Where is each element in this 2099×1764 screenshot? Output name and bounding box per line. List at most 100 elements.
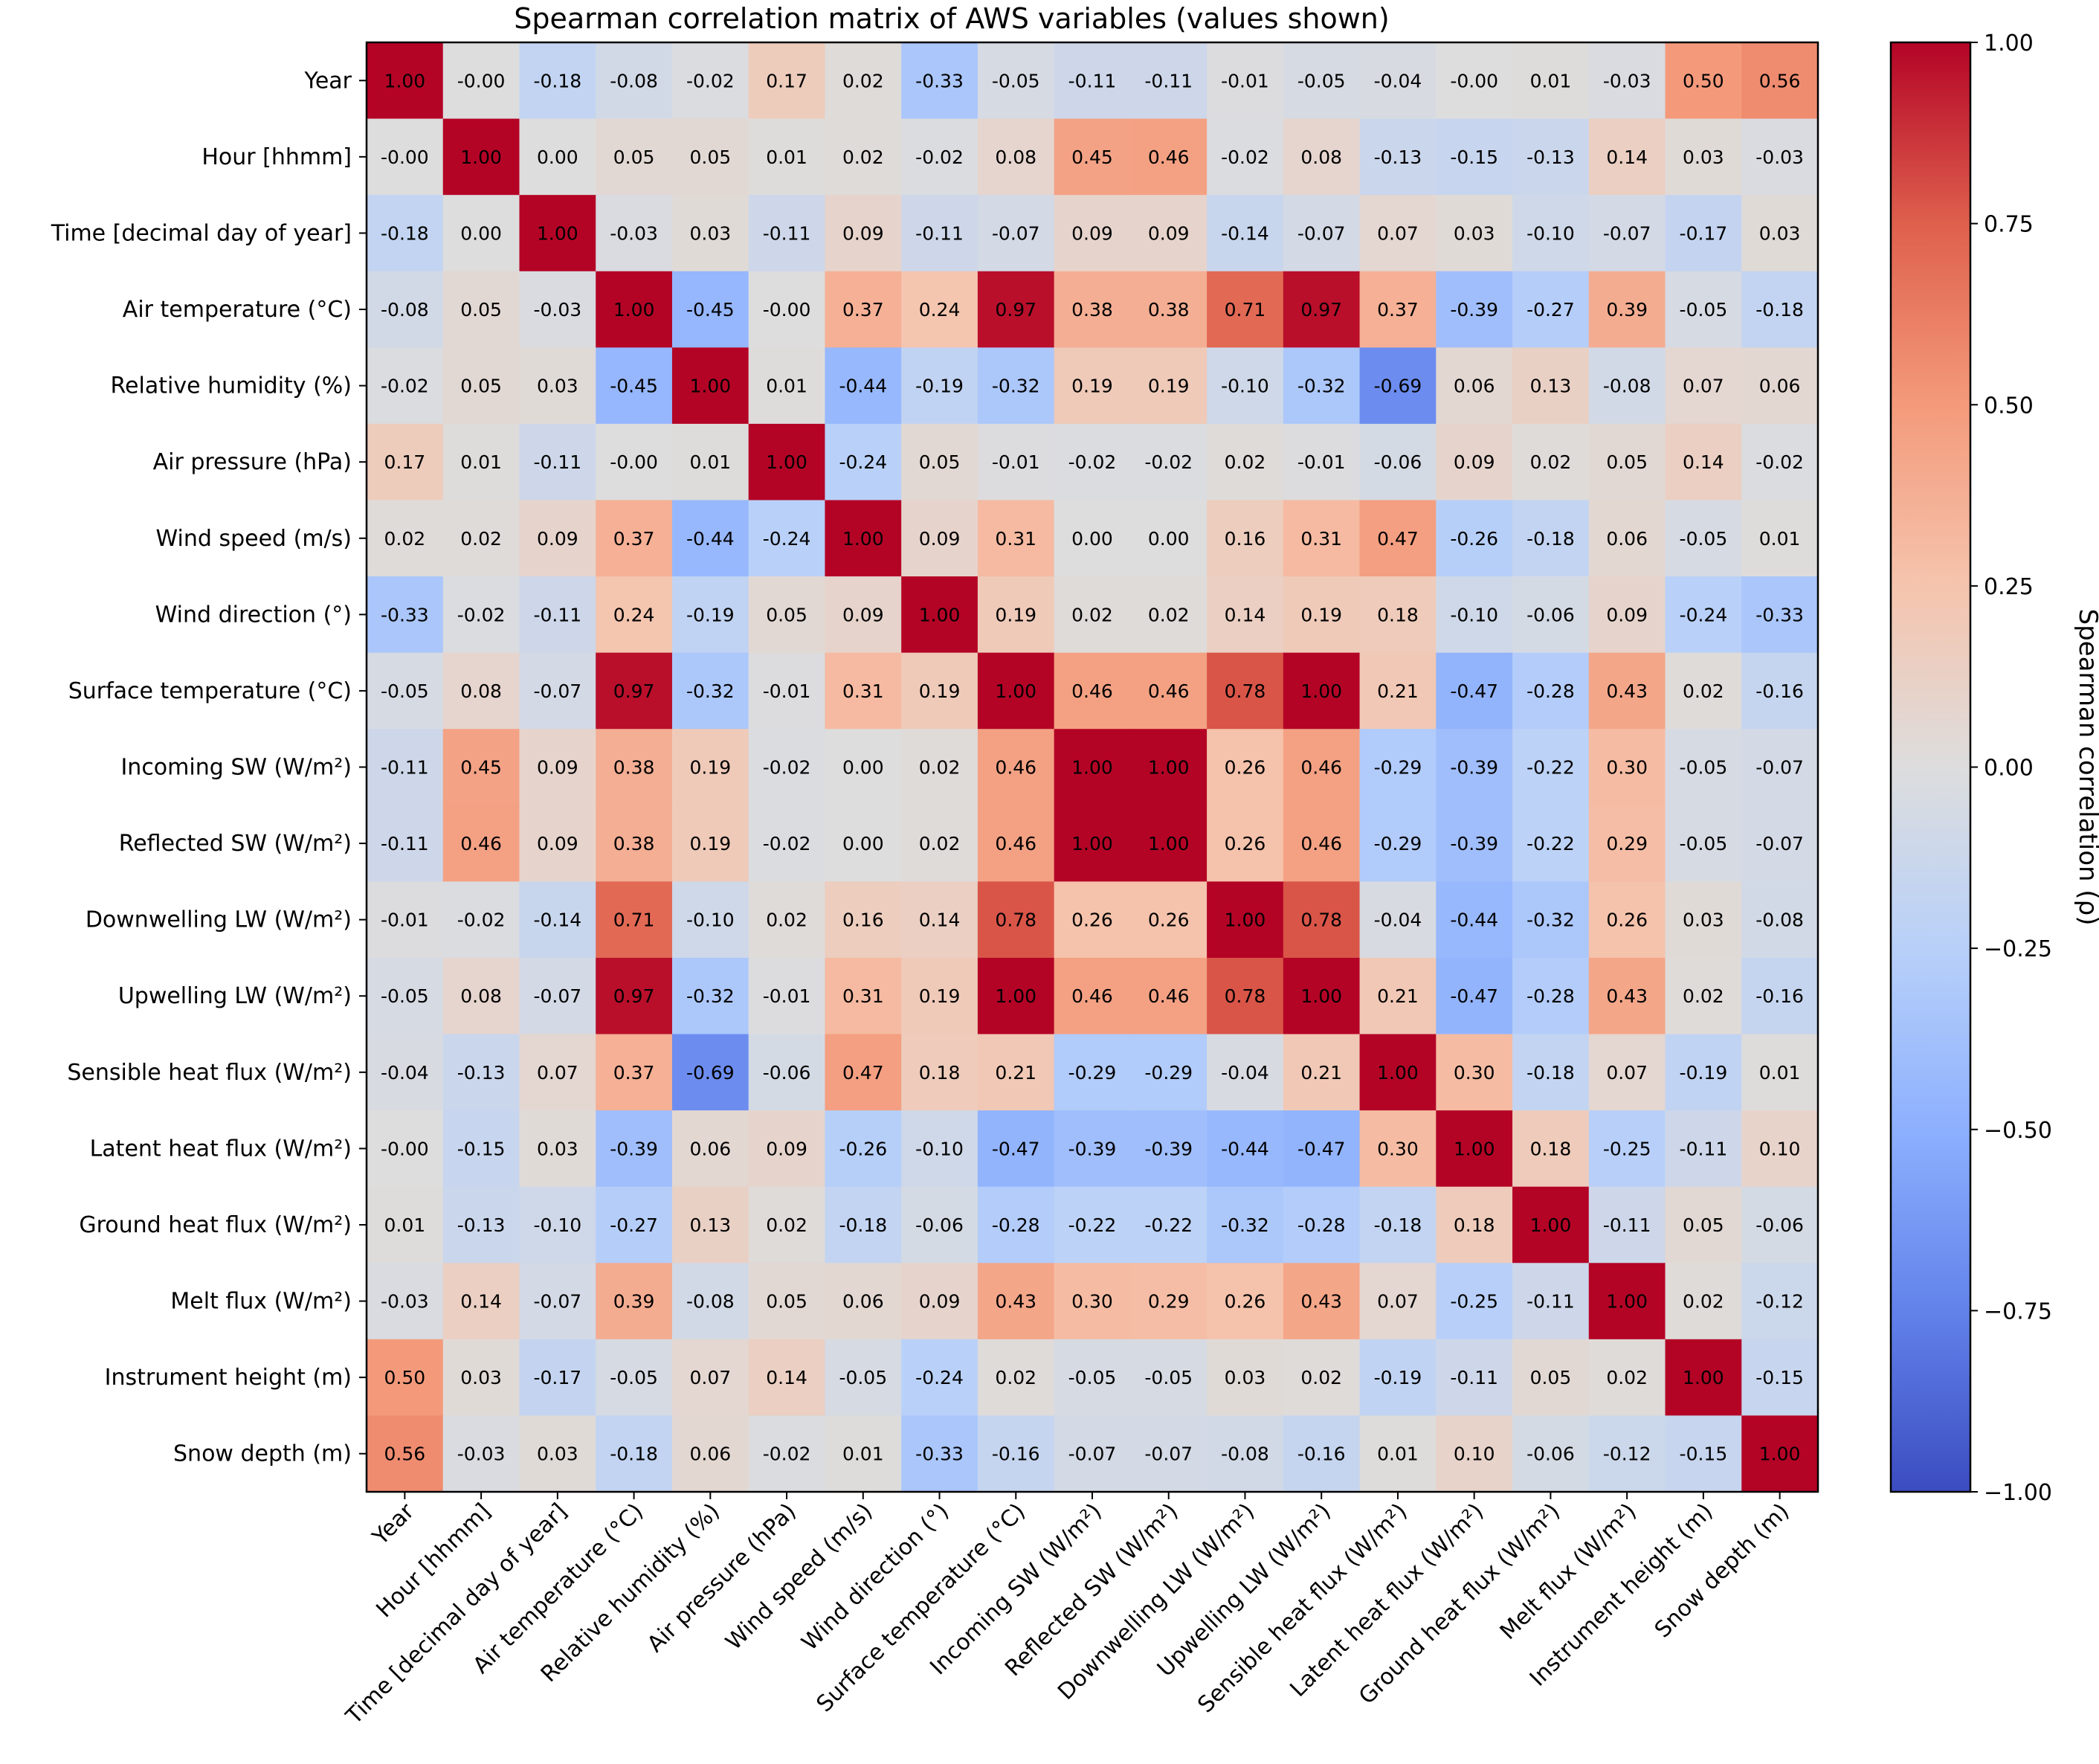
heatmap-cell <box>1741 195 1819 272</box>
cell-value-label: -0.08 <box>1603 376 1651 397</box>
cell-value-label: 0.14 <box>766 1367 807 1388</box>
heatmap-cell <box>1130 347 1208 425</box>
heatmap-cell <box>671 271 749 348</box>
heatmap-cell <box>1512 42 1590 120</box>
cell-value-label: 0.02 <box>384 528 426 550</box>
heatmap-cell <box>1665 1034 1742 1111</box>
heatmap-cell <box>1665 347 1742 425</box>
heatmap-cell <box>1359 1034 1437 1111</box>
cell-value-label: -0.24 <box>839 451 887 473</box>
cell-value-label: -0.02 <box>381 376 429 397</box>
colorbar-label: Spearman correlation (ρ) <box>2073 609 2099 926</box>
cell-value-label: 1.00 <box>1225 910 1266 931</box>
colorbar-tick-label: −0.75 <box>1984 1298 2052 1324</box>
heatmap-cell <box>367 118 444 196</box>
heatmap-cell <box>367 1186 444 1264</box>
heatmap-cell <box>1512 500 1590 577</box>
cell-value-label: 0.02 <box>1683 1291 1724 1313</box>
heatmap-cell <box>748 1186 826 1264</box>
heatmap-cell <box>1665 271 1742 348</box>
cell-value-label: 0.21 <box>1377 680 1419 702</box>
cell-value-label: 0.46 <box>1148 680 1190 702</box>
heatmap-cell <box>1512 881 1590 959</box>
cell-value-label: 0.26 <box>1148 910 1190 931</box>
heatmap-cell <box>519 195 596 272</box>
heatmap-cell <box>1436 805 1513 882</box>
cell-value-label: 0.01 <box>1759 1062 1801 1084</box>
cell-value-label: -0.29 <box>1374 833 1422 854</box>
cell-value-label: -0.05 <box>381 985 429 1007</box>
heatmap-cell <box>671 1110 749 1188</box>
heatmap-cell <box>1741 42 1819 120</box>
cell-value-label: 0.31 <box>842 680 884 702</box>
cell-value-label: 0.02 <box>1148 604 1190 625</box>
cell-value-label: 0.19 <box>919 680 961 702</box>
heatmap-cell <box>1588 423 1666 501</box>
heatmap-cell <box>1054 805 1131 882</box>
heatmap-cell <box>1741 1034 1819 1111</box>
cell-value-label: 0.19 <box>1300 604 1342 625</box>
heatmap-cell <box>1512 1186 1590 1264</box>
heatmap-cell <box>1283 957 1361 1035</box>
cell-value-label: -0.33 <box>915 70 964 91</box>
cell-value-label: -0.00 <box>1450 70 1498 91</box>
cell-value-label: 0.02 <box>766 1214 807 1236</box>
cell-value-label: -0.26 <box>1450 528 1498 550</box>
heatmap-cell <box>367 576 444 654</box>
cell-value-label: 0.10 <box>1454 1443 1495 1465</box>
heatmap-cell <box>367 1034 444 1111</box>
cell-value-label: -0.24 <box>763 528 811 550</box>
cell-value-label: 0.30 <box>1377 1138 1419 1159</box>
cell-value-label: 0.19 <box>1071 376 1113 397</box>
cell-value-label: 0.37 <box>842 299 884 321</box>
cell-value-label: 0.01 <box>384 1214 426 1236</box>
cell-value-label: 0.08 <box>1300 147 1342 168</box>
cell-value-label: -0.15 <box>1450 147 1498 168</box>
cell-value-label: -0.10 <box>1526 222 1575 244</box>
heatmap-cell <box>1130 500 1208 577</box>
cell-value-label: 0.01 <box>766 147 807 168</box>
heatmap-cell <box>1054 1034 1131 1111</box>
cell-value-label: -0.45 <box>610 376 658 397</box>
heatmap-cell <box>1588 576 1666 654</box>
heatmap-cell <box>1207 805 1284 882</box>
cell-value-label: -0.27 <box>1526 299 1575 321</box>
heatmap-cell <box>977 1263 1055 1340</box>
cell-value-label: -0.06 <box>915 1214 964 1236</box>
heatmap-cell <box>519 347 596 425</box>
cell-value-label: -0.32 <box>992 376 1040 397</box>
heatmap-cell <box>442 1034 520 1111</box>
cell-value-label: -0.11 <box>763 222 811 244</box>
cell-value-label: -0.10 <box>1221 376 1269 397</box>
cell-value-label: 1.00 <box>689 376 731 397</box>
heatmap-cell <box>1665 1415 1742 1493</box>
cell-value-label: -0.05 <box>992 70 1040 91</box>
heatmap-cell <box>1588 195 1666 272</box>
cell-value-label: 0.14 <box>1225 604 1266 625</box>
cell-value-label: 0.18 <box>1454 1214 1495 1236</box>
cell-value-label: 0.78 <box>1225 985 1266 1007</box>
heatmap-cell <box>442 271 520 348</box>
heatmap-cell <box>977 729 1055 806</box>
cell-value-label: 0.38 <box>613 757 655 779</box>
heatmap-cell <box>1665 195 1742 272</box>
cell-value-label: -0.05 <box>381 680 429 702</box>
cell-value-label: -0.19 <box>1680 1062 1728 1084</box>
heatmap-cell <box>1130 881 1208 959</box>
cell-value-label: 0.08 <box>460 680 502 702</box>
cell-value-label: -0.07 <box>1144 1443 1193 1465</box>
heatmap-cell <box>1665 805 1742 882</box>
cell-value-label: 0.46 <box>1300 833 1342 854</box>
heatmap-cell <box>977 347 1055 425</box>
heatmap-cell <box>1130 576 1208 654</box>
cell-value-label: -0.11 <box>381 757 429 779</box>
cell-value-label: 1.00 <box>384 70 426 91</box>
cell-value-label: 0.08 <box>995 147 1036 168</box>
heatmap-cell <box>1359 271 1437 348</box>
heatmap-cell <box>1359 729 1437 806</box>
cell-value-label: 0.24 <box>613 604 655 625</box>
cell-value-label: 1.00 <box>460 147 502 168</box>
cell-value-label: 0.09 <box>537 833 578 854</box>
heatmap-cell <box>596 195 673 272</box>
heatmap-cell <box>901 1415 978 1493</box>
